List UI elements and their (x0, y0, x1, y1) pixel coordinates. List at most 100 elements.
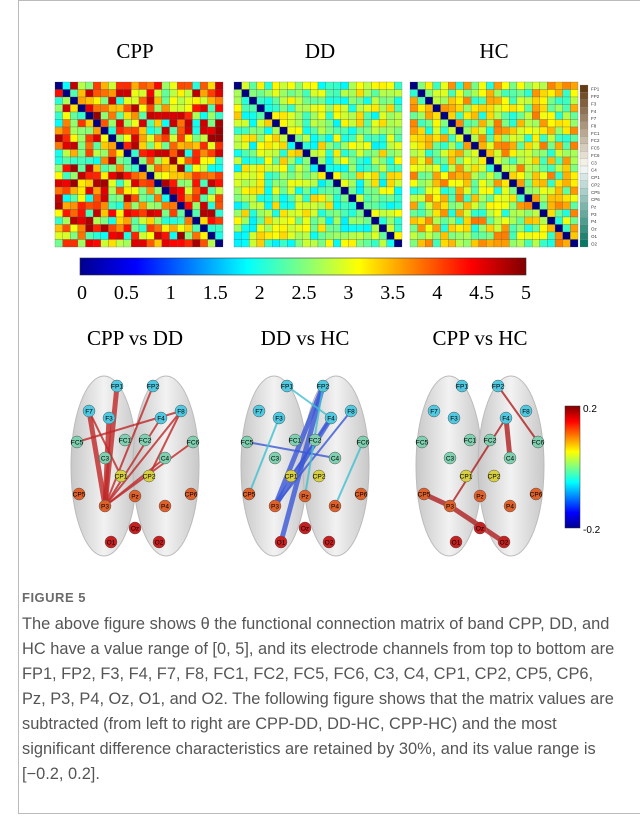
heatmap-cell (100, 186, 109, 195)
heatmap-cell (233, 126, 242, 135)
heatmap-cell (249, 224, 258, 233)
heatmap-cell (417, 216, 426, 225)
heatmap-cell (340, 179, 349, 188)
heatmap-cell (62, 164, 71, 173)
heatmap-cell (516, 104, 525, 113)
electrode-label: Pz (301, 494, 309, 501)
heatmap-cell (486, 111, 495, 120)
heatmap-cell (570, 209, 579, 218)
heatmap-cell (356, 111, 364, 120)
heatmap-cell (54, 179, 63, 188)
comparison-title: CPP vs HC (433, 326, 528, 350)
heatmap-cell (161, 149, 170, 158)
heatmap-cell (378, 216, 387, 225)
heatmap-cell (340, 194, 349, 203)
heatmap-cell (100, 201, 109, 210)
heatmap-cell (108, 81, 117, 90)
heatmap-cell (93, 119, 101, 128)
electrode (272, 411, 286, 425)
heatmap-cell (177, 224, 185, 233)
heatmap-cell (241, 239, 250, 248)
heatmap-cell (386, 104, 395, 113)
heatmap-cell (249, 239, 258, 248)
heatmap-cell (123, 179, 132, 188)
channel-swatch (579, 151, 589, 159)
heatmap-cell (256, 89, 265, 98)
heatmap-cell (455, 126, 464, 135)
heatmap-cell (386, 209, 395, 218)
heatmap-cell (524, 134, 533, 143)
heatmap-cell (241, 224, 250, 233)
connection (503, 417, 513, 459)
heatmap-cell (532, 224, 540, 233)
heatmap-cell (272, 231, 280, 240)
heatmap-cell (501, 81, 510, 90)
heatmap-cell (524, 149, 533, 158)
heatmap-cell (448, 149, 456, 158)
heatmap-cell (192, 186, 201, 195)
heatmap-cell (184, 186, 193, 195)
heatmap-cell (371, 239, 380, 248)
heatmap-cell (478, 179, 487, 188)
heatmap-cell (138, 201, 147, 210)
heatmap-cell (455, 186, 464, 195)
heatmap-cell (509, 104, 518, 113)
heatmap-cell (455, 224, 464, 233)
heatmap-cell (409, 216, 418, 225)
heatmap-cell (317, 186, 326, 195)
heatmap-cell (455, 81, 464, 90)
heatmap-cell (532, 201, 540, 210)
heatmap-cell (486, 209, 495, 218)
heatmap-cell (177, 96, 185, 105)
heatmap-cell (333, 111, 342, 120)
heatmap (54, 81, 224, 248)
heatmap-cell (524, 239, 533, 248)
heatmap-cell (62, 156, 71, 165)
heatmap-cell (363, 141, 372, 150)
electrode-label: FC2 (484, 438, 497, 445)
heatmap-cell (199, 224, 208, 233)
heatmap-cell (363, 89, 372, 98)
heatmap-cell (325, 134, 334, 143)
heatmap-cell (440, 96, 449, 105)
heatmap-cell (425, 89, 434, 98)
heatmap-cell (241, 194, 250, 203)
heatmap-cell (77, 179, 86, 188)
comparison-title: CPP vs DD (87, 326, 183, 350)
electrode-label: FC5 (71, 440, 84, 447)
heatmap-cell (470, 179, 479, 188)
heatmap-cell (371, 89, 380, 98)
heatmap-cell (233, 119, 242, 128)
heatmap-cell (394, 171, 403, 180)
heatmap-cell (249, 81, 258, 90)
heatmap-cell (386, 194, 395, 203)
heatmap-cell (470, 216, 479, 225)
heatmap-cell (215, 171, 224, 180)
heatmap-cell (547, 231, 556, 240)
heatmap-cell (493, 194, 502, 203)
heatmap-cell (440, 231, 449, 240)
heatmap-cell (539, 89, 548, 98)
heatmap-cell (356, 149, 364, 158)
electrode (98, 451, 112, 465)
heatmap-cell (371, 81, 380, 90)
heatmap-cell (448, 186, 456, 195)
connection (334, 441, 364, 507)
heatmap-cell (199, 149, 208, 158)
heatmap-cell (333, 156, 342, 165)
heatmap-cell (486, 104, 495, 113)
heatmap-cell (233, 179, 242, 188)
heatmap-cell (264, 186, 273, 195)
heatmap-cell (325, 89, 334, 98)
heatmap-cell (272, 224, 280, 233)
connection (86, 410, 108, 507)
heatmap-cell (100, 126, 109, 135)
heatmap-cell (378, 179, 387, 188)
heatmap-cell (177, 164, 185, 173)
electrode-label: CP6 (355, 492, 368, 499)
heatmap-cell (524, 216, 533, 225)
heatmap-cell (287, 216, 296, 225)
heatmap-cell (363, 96, 372, 105)
heatmap-cell (287, 171, 296, 180)
heatmap-cell (317, 194, 326, 203)
